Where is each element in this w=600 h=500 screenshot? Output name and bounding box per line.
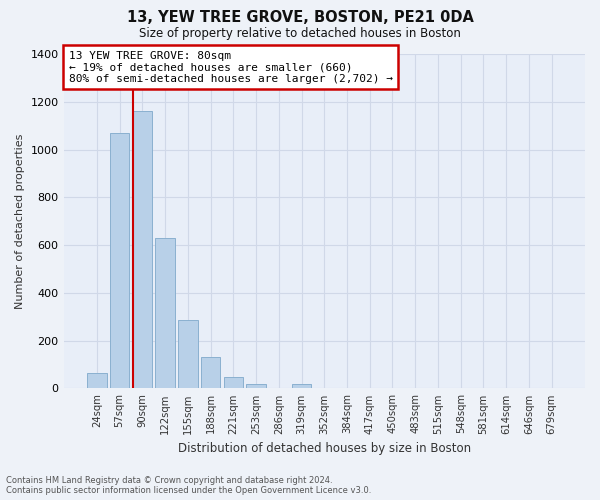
Text: Contains HM Land Registry data © Crown copyright and database right 2024.
Contai: Contains HM Land Registry data © Crown c… <box>6 476 371 495</box>
Bar <box>201 358 220 388</box>
Bar <box>178 320 197 388</box>
Bar <box>110 133 130 388</box>
X-axis label: Distribution of detached houses by size in Boston: Distribution of detached houses by size … <box>178 442 471 455</box>
Bar <box>133 112 152 388</box>
Text: 13 YEW TREE GROVE: 80sqm
← 19% of detached houses are smaller (660)
80% of semi-: 13 YEW TREE GROVE: 80sqm ← 19% of detach… <box>69 50 393 84</box>
Bar <box>87 373 107 388</box>
Text: 13, YEW TREE GROVE, BOSTON, PE21 0DA: 13, YEW TREE GROVE, BOSTON, PE21 0DA <box>127 10 473 25</box>
Text: Size of property relative to detached houses in Boston: Size of property relative to detached ho… <box>139 28 461 40</box>
Bar <box>224 377 243 388</box>
Bar <box>155 238 175 388</box>
Bar <box>292 384 311 388</box>
Y-axis label: Number of detached properties: Number of detached properties <box>15 134 25 309</box>
Bar <box>247 384 266 388</box>
